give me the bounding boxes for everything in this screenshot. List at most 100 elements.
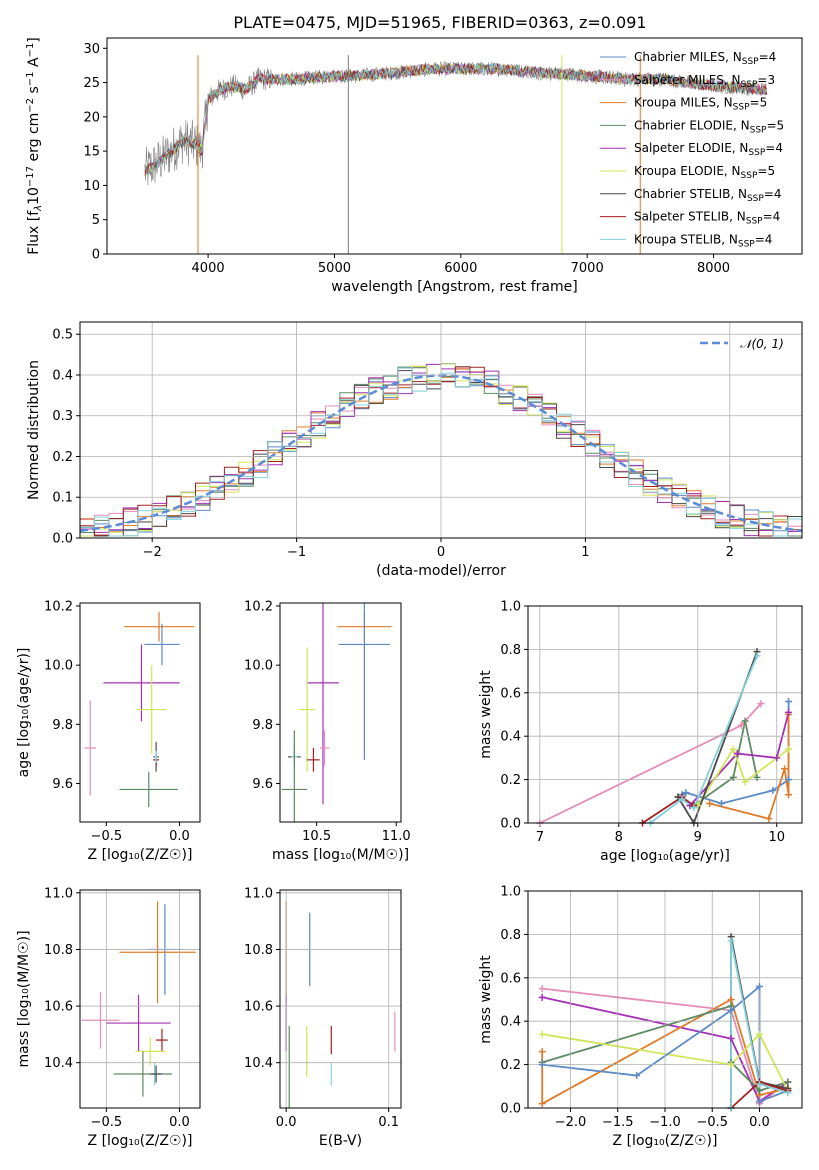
mass_weight_vs_Z-ytick-label: 1.0 xyxy=(500,885,521,900)
mass_vs_ebv-ytick-label: 10.8 xyxy=(244,943,273,958)
legend-label: Salpeter STELIB, N xyxy=(634,210,746,224)
spectrum-ytick-label: 10 xyxy=(83,179,100,194)
age_vs_mass-panel: 10.5 11.0 9.6 9.8 10.0 10.2 mass [log₁₀(M/M☉)] xyxy=(244,599,411,863)
mass_weight_vs_age-ytick-label: 0.4 xyxy=(500,730,521,745)
legend-tail: =4 xyxy=(763,210,781,224)
chabrier_miles-weight-marker xyxy=(717,799,725,807)
residuals-ytick-label: 0.5 xyxy=(52,328,73,343)
mass_vs_ebv-ytick-label: 11.0 xyxy=(244,886,273,901)
age_vs_mass-xtick-label: 10.5 xyxy=(302,829,331,844)
legend-label: Salpeter ELODIE, N xyxy=(634,141,748,155)
chabrier_miles-weight-marker xyxy=(538,1061,546,1069)
salpeter_miles-weight-marker xyxy=(538,985,546,993)
age_vs_Z-ytick-label: 9.6 xyxy=(52,777,73,792)
mass_weight_vs_Z-frame xyxy=(527,890,803,1109)
mass_vs_Z-frame xyxy=(79,889,201,1109)
spectrum-panel: 4000 5000 6000 7000 8000 0 5 10 15 20 25 30 waveleng… xyxy=(25,37,803,295)
chabrier_miles-weight-marker xyxy=(785,776,793,784)
legend-label: Chabrier STELIB, N xyxy=(634,187,747,201)
mass_weight_vs_age-ytick-label: 0.8 xyxy=(500,643,521,658)
legend-tail: =4 xyxy=(759,50,777,64)
mass_vs_Z-ytick-label: 10.4 xyxy=(44,1056,73,1071)
spectrum-ylabel-part: A xyxy=(26,57,42,71)
kroupa_miles-weight-marker xyxy=(785,791,793,799)
mass_weight_vs_age-ylabel: mass weight xyxy=(478,670,494,759)
mass_vs_Z-plot-area xyxy=(81,901,196,1097)
legend-sub: SSP xyxy=(733,103,750,113)
chabrier_miles-weight-marker xyxy=(633,1071,641,1079)
spectrum-ylabel-part: λ xyxy=(33,205,44,212)
mass_weight_vs_Z-xtick-label: −1.5 xyxy=(602,1115,634,1130)
mass_weight_vs_Z-xtick-label: −2.0 xyxy=(555,1115,587,1130)
kroupa_miles-weight-marker xyxy=(706,799,714,807)
chabrier_miles-weight-marker xyxy=(785,697,793,705)
age_vs_mass-xlabel: mass [log₁₀(M/M☉)] xyxy=(272,847,409,863)
age_vs_mass-ytick-label: 10.2 xyxy=(244,599,273,614)
legend-sub: SSP xyxy=(746,217,763,227)
mass_vs_Z-xtick-label: −0.5 xyxy=(91,1115,123,1130)
kroupa_elodie-weight-marker xyxy=(538,1030,546,1038)
salpeter_elodie-weight-marker xyxy=(538,993,546,1001)
kroupa_stelib-model-spectrum xyxy=(144,62,767,176)
mass_vs_ebv-xlabel: E(B-V) xyxy=(319,1133,362,1149)
legend-label: Kroupa STELIB, N xyxy=(634,232,738,246)
kroupa_elodie-weight-marker xyxy=(727,1061,735,1069)
spectrum-ylabel-part: Flux [f xyxy=(26,210,42,255)
salpeter_elodie-weight-marker xyxy=(785,708,793,716)
residuals-ytick-label: 0.1 xyxy=(52,491,73,506)
legend-label: Chabrier MILES, N xyxy=(634,50,742,64)
mass_weight_vs_Z-xlabel: Z [log₁₀(Z/Z☉)] xyxy=(613,1133,718,1149)
legend-sub: SSP xyxy=(738,239,755,249)
salpeter_stelib-model-spectrum xyxy=(144,62,767,176)
chabrier_miles-weight-line xyxy=(542,984,789,1103)
age_vs_Z-ytick-label: 9.8 xyxy=(52,718,73,733)
mass_vs_Z-panel: −0.5 0.0 10.4 10.6 10.8 11.0 Z [log₁₀(Z/Z☉)] ma… xyxy=(16,886,201,1149)
kroupa_elodie-weight-marker xyxy=(785,745,793,753)
kroupa_miles-weight-marker xyxy=(727,996,735,1003)
age_vs_Z-ytick-label: 10.2 xyxy=(44,599,73,614)
legend-sub: SSP xyxy=(741,171,758,181)
kroupa_stelib-weight-marker xyxy=(784,1089,792,1097)
age_vs_mass-ytick-label: 9.6 xyxy=(252,777,273,792)
chabrier_elodie-weight-marker xyxy=(784,1078,792,1086)
spectrum-ylabel-part: −1 xyxy=(25,43,36,58)
residuals-xtick-label: 2 xyxy=(726,545,734,560)
mass_weight_vs_Z-ytick-label: 0.4 xyxy=(500,1015,521,1030)
spectrum-ylabel-part: 10 xyxy=(26,187,42,205)
spectrum-ytick-label: 0 xyxy=(92,248,100,263)
legend-entry: Chabrier STELIB, NSSP=4 xyxy=(634,187,782,204)
age_vs_Z-ylabel: age [log₁₀(age/yr)] xyxy=(16,648,32,778)
legend-entry: Kroupa ELODIE, NSSP=5 xyxy=(634,164,775,181)
mass_weight_vs_Z-xtick-label: −0.5 xyxy=(696,1115,728,1130)
salpeter_elodie-weight-marker xyxy=(727,1035,735,1043)
legend-entry: Salpeter STELIB, NSSP=4 xyxy=(634,210,780,227)
legend-entry: Salpeter MILES, NSSP=3 xyxy=(634,73,775,90)
legend-sub: SSP xyxy=(742,57,759,67)
spectrum-ylabel: Flux [fλ10−17 erg cm−2 s−1 A−1] xyxy=(25,37,44,255)
salpeter_elodie-weight-marker xyxy=(733,750,741,758)
spectrum-ylabel-part: −1 xyxy=(25,71,36,86)
chabrier_miles-weight-marker xyxy=(682,789,690,797)
legend-tail: =4 xyxy=(764,187,782,201)
chabrier_miles-weight-marker xyxy=(755,1097,763,1105)
residuals-xtick-label: −2 xyxy=(143,545,162,560)
mass_weight_vs_age-ytick-label: 0.2 xyxy=(500,773,521,788)
spectrum-xtick-label: 4000 xyxy=(192,261,225,276)
chabrier_miles-weight-marker xyxy=(755,982,763,990)
kroupa_stelib-weight-marker xyxy=(755,1080,763,1088)
mass_vs_ebv-ytick-label: 10.6 xyxy=(244,1000,273,1015)
mass_weight_vs_age-xtick-label: 8 xyxy=(615,830,623,845)
legend-entry: Kroupa MILES, NSSP=5 xyxy=(634,96,767,113)
spectrum-ylabel-part: ] xyxy=(26,37,42,42)
residuals-xlabel: (data-model)/error xyxy=(376,563,506,579)
mass_weight_vs_Z-xtick-label: 0.0 xyxy=(749,1115,770,1130)
legend-entry: Chabrier MILES, NSSP=4 xyxy=(634,50,776,67)
chabrier_elodie-weight-marker xyxy=(753,773,761,781)
kroupa_elodie-weight-line xyxy=(542,1032,789,1092)
residuals-xtick-label: 0 xyxy=(437,545,445,560)
legend-tail: =4 xyxy=(765,141,783,155)
mass_weight_vs_Z-plot-area xyxy=(541,936,789,1108)
residuals-ylabel: Normed distribution xyxy=(26,360,42,500)
legend-tail: =5 xyxy=(750,96,768,110)
